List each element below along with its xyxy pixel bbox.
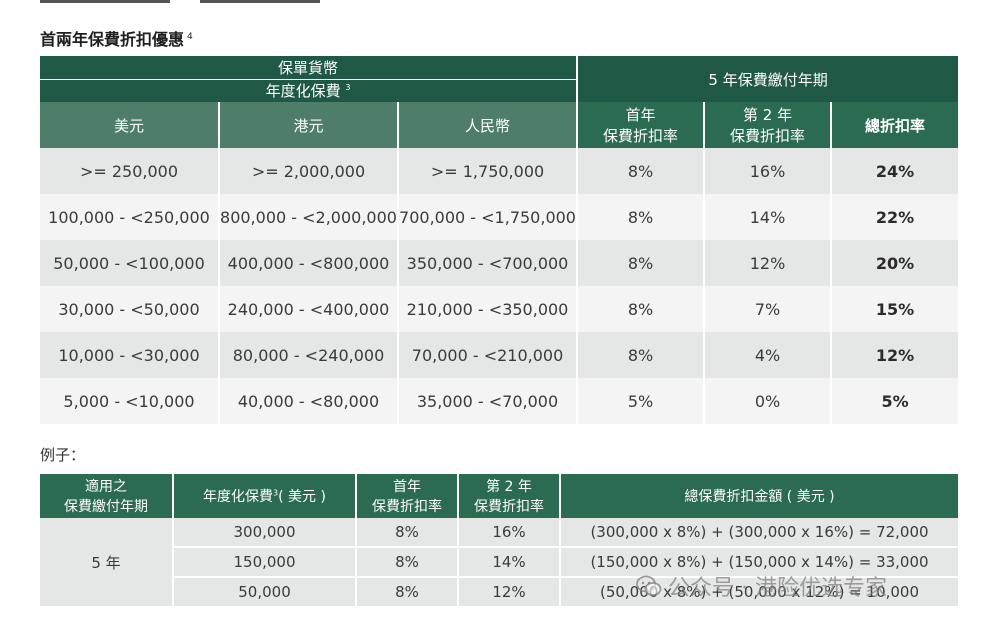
cell-second-year: 16%	[458, 518, 561, 548]
cell-hkd: 240,000 - <400,000	[219, 286, 399, 332]
cell-hkd: 400,000 - <800,000	[219, 240, 399, 286]
ex-header-term: 適用之 保費繳付年期	[40, 474, 174, 518]
header-payment-term: 5 年保費繳付年期	[577, 56, 959, 102]
cell-second-year: 4%	[704, 332, 833, 378]
table-row: 100,000 - <250,000 800,000 - <2,000,000 70…	[40, 194, 959, 240]
cell-total: 20%	[831, 240, 959, 286]
cell-premium: 150,000	[173, 547, 357, 578]
cell-hkd: 40,000 - <80,000	[219, 378, 399, 424]
cell-total: 12%	[831, 332, 959, 378]
cell-hkd: >= 2,000,000	[219, 148, 399, 194]
col-hkd: 港元	[219, 102, 399, 148]
cell-term: 5 年	[40, 518, 174, 608]
cell-total: 22%	[831, 194, 959, 240]
cell-second-year: 7%	[704, 286, 833, 332]
cell-first-year: 8%	[577, 194, 706, 240]
example-row: 50,000 8% 12% (50,000 x 8%) + (50,000 x 12%…	[40, 577, 958, 608]
cell-hkd: 80,000 - <240,000	[219, 332, 399, 378]
cell-hkd: 800,000 - <2,000,000	[219, 194, 399, 240]
cell-first-year: 8%	[356, 547, 459, 578]
header-policy-currency: 保單貨幣	[40, 56, 579, 80]
col-rmb: 人民幣	[398, 102, 579, 148]
ex-header-total: 總保費折扣金額 ( 美元 )	[560, 474, 958, 518]
table-row: 30,000 - <50,000 240,000 - <400,000 210,00…	[40, 286, 959, 332]
cell-rmb: >= 1,750,000	[398, 148, 579, 194]
cell-rmb: 35,000 - <70,000	[398, 378, 579, 424]
cell-first-year: 5%	[577, 378, 706, 424]
section-title: 首兩年保費折扣優惠 4	[40, 26, 193, 50]
section-footnote: 4	[187, 31, 193, 42]
cell-first-year: 8%	[577, 240, 706, 286]
cell-second-year: 12%	[458, 577, 561, 608]
table-row: 10,000 - <30,000 80,000 - <240,000 70,000 …	[40, 332, 959, 378]
cell-usd: 10,000 - <30,000	[40, 332, 220, 378]
cell-second-year: 16%	[704, 148, 833, 194]
watermark-text: 公众号 · 港险优选专家	[668, 576, 887, 601]
header-annualized-premium: 年度化保費 3	[40, 79, 579, 102]
discount-table: 保單貨幣 5 年保費繳付年期 年度化保費 3 美元 港元 人民幣 首年 保費折扣率…	[40, 56, 959, 424]
cell-total: 15%	[831, 286, 959, 332]
ex-header-first-year: 首年 保費折扣率	[356, 474, 459, 518]
cell-premium: 50,000	[173, 577, 357, 608]
table-row: 50,000 - <100,000 400,000 - <800,000 350,0…	[40, 240, 959, 286]
cell-usd: 50,000 - <100,000	[40, 240, 220, 286]
example-row: 150,000 8% 14% (150,000 x 8%) + (150,000 x …	[40, 547, 958, 578]
cell-second-year: 14%	[704, 194, 833, 240]
cell-total: 5%	[831, 378, 959, 424]
table-row: >= 250,000 >= 2,000,000 >= 1,750,000 8% 16% 2…	[40, 148, 959, 194]
cell-first-year: 8%	[356, 518, 459, 548]
top-clipped-text	[0, 0, 1000, 4]
cell-second-year: 0%	[704, 378, 833, 424]
cell-usd: >= 250,000	[40, 148, 220, 194]
cell-usd: 5,000 - <10,000	[40, 378, 220, 424]
col-first-year: 首年 保費折扣率	[577, 102, 706, 148]
cell-usd: 30,000 - <50,000	[40, 286, 220, 332]
cell-second-year: 14%	[458, 547, 561, 578]
example-row: 5 年 300,000 8% 16% (300,000 x 8%) + (300,000…	[40, 518, 958, 608]
cell-total: 24%	[831, 148, 959, 194]
example-label: 例子：	[40, 446, 86, 464]
ex-header-second-year: 第 2 年保費折扣率	[458, 474, 561, 518]
watermark: 公众号 · 港险优选专家	[636, 570, 887, 602]
cell-calculation: (150,000 x 8%) + (150,000 x 14%) = 33,00…	[560, 547, 958, 578]
example-table: 適用之 保費繳付年期 年度化保費3( 美元 ) 首年 保費折扣率 第 2 年保費折扣…	[40, 474, 958, 608]
cell-rmb: 70,000 - <210,000	[398, 332, 579, 378]
cell-calculation: (300,000 x 8%) + (300,000 x 16%) = 72,00…	[560, 518, 958, 548]
cell-second-year: 12%	[704, 240, 833, 286]
cell-premium: 300,000	[173, 518, 357, 548]
cell-rmb: 350,000 - <700,000	[398, 240, 579, 286]
cell-first-year: 8%	[577, 332, 706, 378]
cell-first-year: 8%	[577, 286, 706, 332]
section-title-text: 首兩年保費折扣優惠	[40, 30, 185, 49]
col-total: 總折扣率	[831, 102, 959, 148]
cell-rmb: 700,000 - <1,750,000	[398, 194, 579, 240]
ex-header-premium: 年度化保費3( 美元 )	[173, 474, 357, 518]
col-usd: 美元	[40, 102, 220, 148]
cell-first-year: 8%	[356, 577, 459, 608]
cell-rmb: 210,000 - <350,000	[398, 286, 579, 332]
col-second-year: 第 2 年保費折扣率	[704, 102, 833, 148]
cell-usd: 100,000 - <250,000	[40, 194, 220, 240]
wechat-icon	[636, 575, 662, 596]
table-row: 5,000 - <10,000 40,000 - <80,000 35,000 - …	[40, 378, 959, 424]
cell-calculation: (50,000 x 8%) + (50,000 x 12%) = 10,000	[560, 577, 958, 608]
cell-first-year: 8%	[577, 148, 706, 194]
